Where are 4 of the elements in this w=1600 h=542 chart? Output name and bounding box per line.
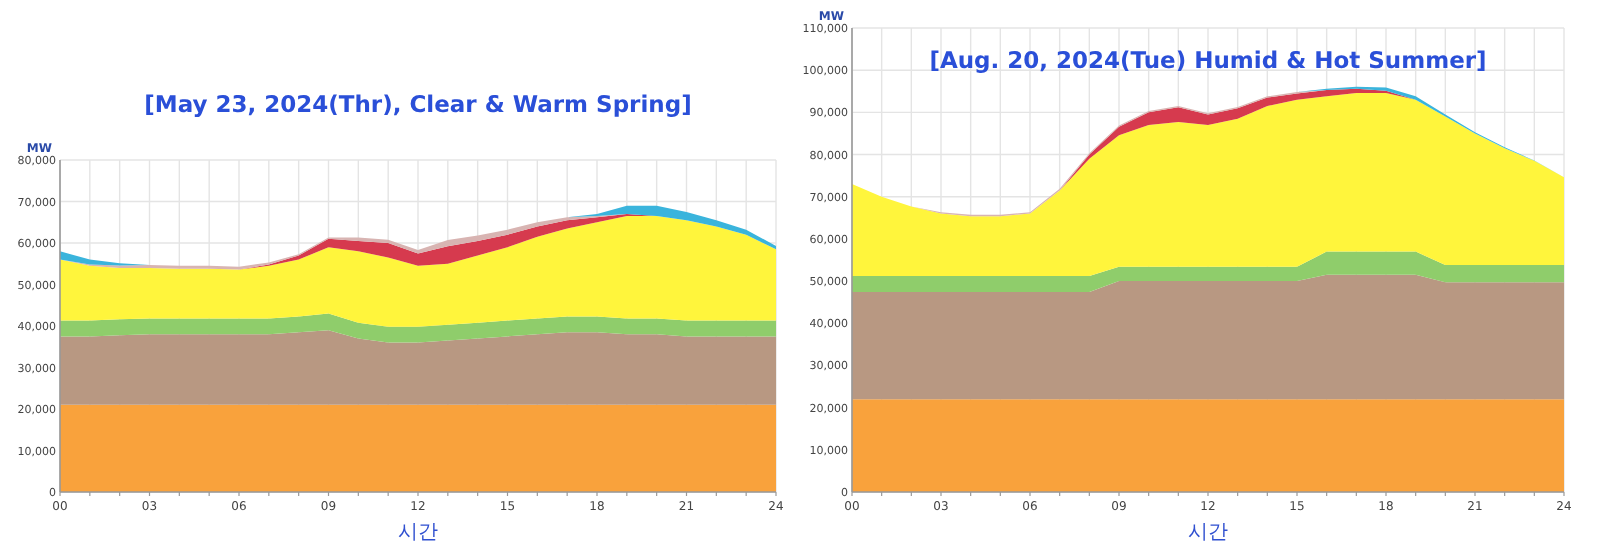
x-axis-title: 시간 [1188,522,1228,542]
x-axis-title: 시간 [398,522,438,542]
chart-title: [May 23, 2024(Thr), Clear & Warm Spring] [144,90,692,118]
text: [Aug. 20, 2024(Tue) Humid & Hot Summer] [929,46,1487,74]
